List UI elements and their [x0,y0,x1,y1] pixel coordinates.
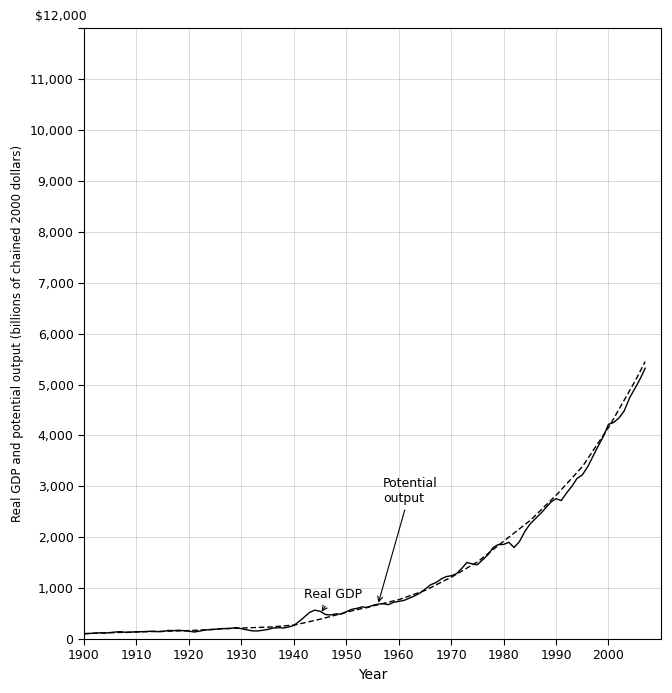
Text: Potential
output: Potential output [378,477,437,602]
X-axis label: Year: Year [358,668,387,682]
Y-axis label: Real GDP and potential output (billions of chained 2000 dollars): Real GDP and potential output (billions … [11,145,24,523]
Text: Real GDP: Real GDP [304,588,362,611]
Text: $12,000: $12,000 [35,10,87,24]
